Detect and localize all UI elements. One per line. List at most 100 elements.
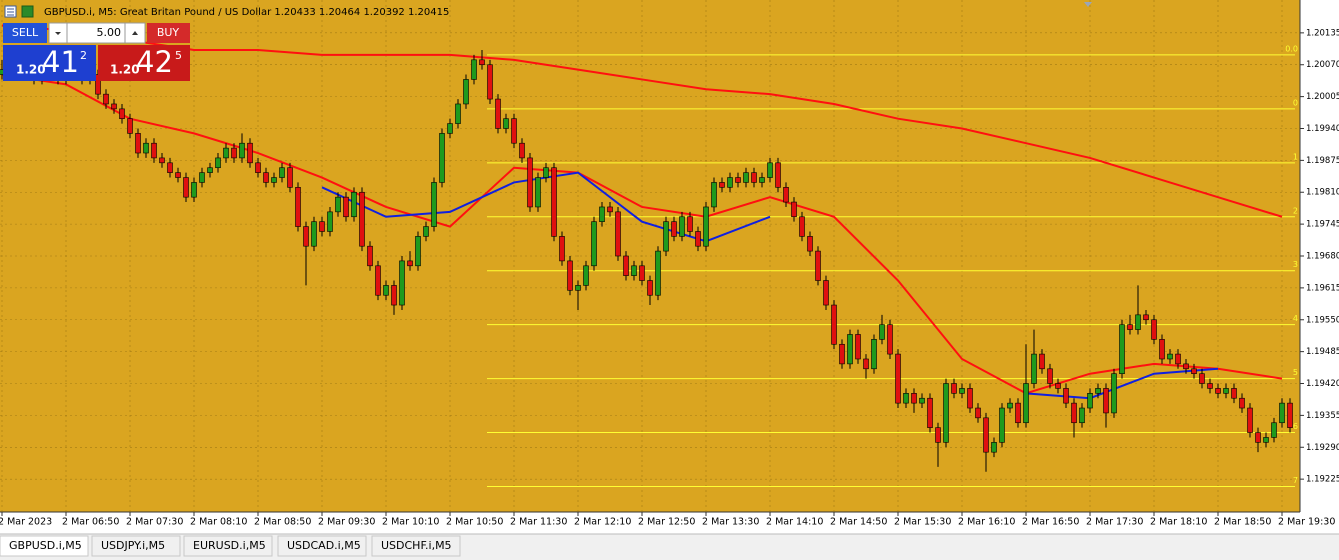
candle-body bbox=[727, 177, 733, 188]
fibo-label: 6 bbox=[1293, 422, 1298, 431]
candle-body bbox=[1071, 402, 1077, 424]
candle-body bbox=[687, 216, 693, 232]
candle-body bbox=[1095, 388, 1101, 394]
sell-button[interactable] bbox=[3, 23, 47, 43]
down-arrow bbox=[55, 32, 61, 35]
x-tick-label: 2 Mar 14:50 bbox=[830, 517, 887, 528]
candle-body bbox=[311, 221, 317, 247]
candle-body bbox=[735, 177, 741, 183]
candle-body bbox=[343, 196, 349, 218]
candle-body bbox=[151, 142, 157, 159]
candle-body bbox=[303, 226, 309, 247]
candle-body bbox=[1207, 383, 1213, 389]
chart-header: GBPUSD.i, M5: Great Britan Pound / US Do… bbox=[44, 7, 449, 18]
candle-body bbox=[503, 118, 509, 129]
fibo-label: 0 bbox=[1293, 98, 1298, 107]
x-tick-label: 2 Mar 12:10 bbox=[574, 517, 631, 528]
bid-box[interactable] bbox=[3, 45, 96, 81]
x-tick-label: 2 Mar 18:10 bbox=[1150, 517, 1207, 528]
candle-body bbox=[479, 59, 485, 66]
candle-body bbox=[839, 343, 845, 365]
candle-body bbox=[295, 187, 301, 227]
buy-button[interactable] bbox=[147, 23, 190, 43]
candle-body bbox=[1271, 422, 1277, 438]
candle-body bbox=[127, 118, 133, 134]
tab[interactable] bbox=[371, 535, 461, 557]
candle-body bbox=[1175, 353, 1181, 365]
candle-body bbox=[807, 236, 813, 252]
fibo-label: 4 bbox=[1293, 314, 1298, 323]
candle-body bbox=[559, 236, 565, 262]
chart-icon[interactable] bbox=[21, 5, 34, 18]
candle-body bbox=[1159, 339, 1165, 360]
candle-body bbox=[1111, 373, 1117, 414]
tab[interactable] bbox=[183, 535, 273, 557]
candle-body bbox=[1079, 407, 1085, 424]
candle-body bbox=[759, 177, 765, 183]
candle-body bbox=[439, 133, 445, 183]
candle-body bbox=[191, 182, 197, 198]
x-tick-label: 2 Mar 16:10 bbox=[958, 517, 1015, 528]
candle-body bbox=[511, 118, 517, 144]
tabs: GBPUSD.i,M5 USDJPY.i,M5 EURUSD.i,M5 USDCAD.… bbox=[0, 535, 461, 557]
tab[interactable] bbox=[0, 535, 89, 557]
y-tick-label: 1.19420 bbox=[1306, 379, 1339, 389]
candle-body bbox=[815, 250, 821, 281]
candle-body bbox=[855, 334, 861, 360]
candle-body bbox=[495, 98, 501, 129]
x-tick-label: 2 Mar 14:10 bbox=[766, 517, 823, 528]
bid-point: 2 bbox=[80, 49, 87, 62]
candle-body bbox=[1023, 383, 1029, 424]
tab-label: EURUSD.i,M5 bbox=[193, 539, 266, 552]
candle-body bbox=[527, 157, 533, 208]
x-tick-label: 2 Mar 13:30 bbox=[702, 517, 759, 528]
tab-label: USDCHF.i,M5 bbox=[381, 539, 452, 552]
candle-body bbox=[535, 177, 541, 208]
candle-body bbox=[671, 221, 677, 237]
tab[interactable] bbox=[91, 535, 181, 557]
candle-body bbox=[847, 334, 853, 365]
sell-label: SELL bbox=[12, 26, 39, 39]
y-tick-label: 1.19875 bbox=[1306, 156, 1339, 166]
candle-body bbox=[1287, 402, 1293, 428]
candle-body bbox=[415, 236, 421, 267]
ask-box[interactable] bbox=[98, 45, 190, 81]
ask-pips: 42 bbox=[136, 45, 173, 79]
x-tick-label: 2 Mar 15:30 bbox=[894, 517, 951, 528]
candle-body bbox=[463, 79, 469, 105]
candle-body bbox=[247, 142, 253, 164]
candle-body bbox=[1167, 353, 1173, 360]
candle-body bbox=[1039, 353, 1045, 370]
tab[interactable] bbox=[277, 535, 367, 557]
candle-body bbox=[351, 191, 357, 218]
candle-body bbox=[287, 167, 293, 188]
x-tick-label: 2 Mar 10:50 bbox=[446, 517, 503, 528]
candle-body bbox=[319, 221, 325, 232]
candle-body bbox=[135, 133, 141, 154]
candle-body bbox=[1143, 314, 1149, 321]
y-tick-label: 1.20070 bbox=[1306, 60, 1339, 70]
candle-body bbox=[1063, 388, 1069, 404]
candle-body bbox=[1231, 388, 1237, 399]
candle-body bbox=[695, 231, 701, 247]
candle-body bbox=[831, 304, 837, 345]
candle-body bbox=[863, 358, 869, 370]
y-tick-label: 1.19745 bbox=[1306, 220, 1339, 230]
candle-body bbox=[1255, 432, 1261, 443]
candle-body bbox=[175, 172, 181, 178]
candle-body bbox=[119, 108, 125, 119]
candle-body bbox=[791, 201, 797, 218]
candle-body bbox=[975, 407, 981, 419]
candle-body bbox=[1127, 324, 1133, 330]
candle-body bbox=[1191, 368, 1197, 375]
x-tick-label: 2 Mar 08:10 bbox=[190, 517, 247, 528]
price-axis bbox=[1300, 0, 1339, 534]
y-tick-label: 1.19485 bbox=[1306, 347, 1339, 357]
candle-body bbox=[631, 265, 637, 276]
candle-body bbox=[407, 260, 413, 267]
candle-body bbox=[271, 177, 277, 183]
candle-body bbox=[199, 172, 205, 183]
y-tick-label: 1.19355 bbox=[1306, 411, 1339, 421]
candle-body bbox=[391, 285, 397, 306]
candle-body bbox=[1135, 314, 1141, 330]
